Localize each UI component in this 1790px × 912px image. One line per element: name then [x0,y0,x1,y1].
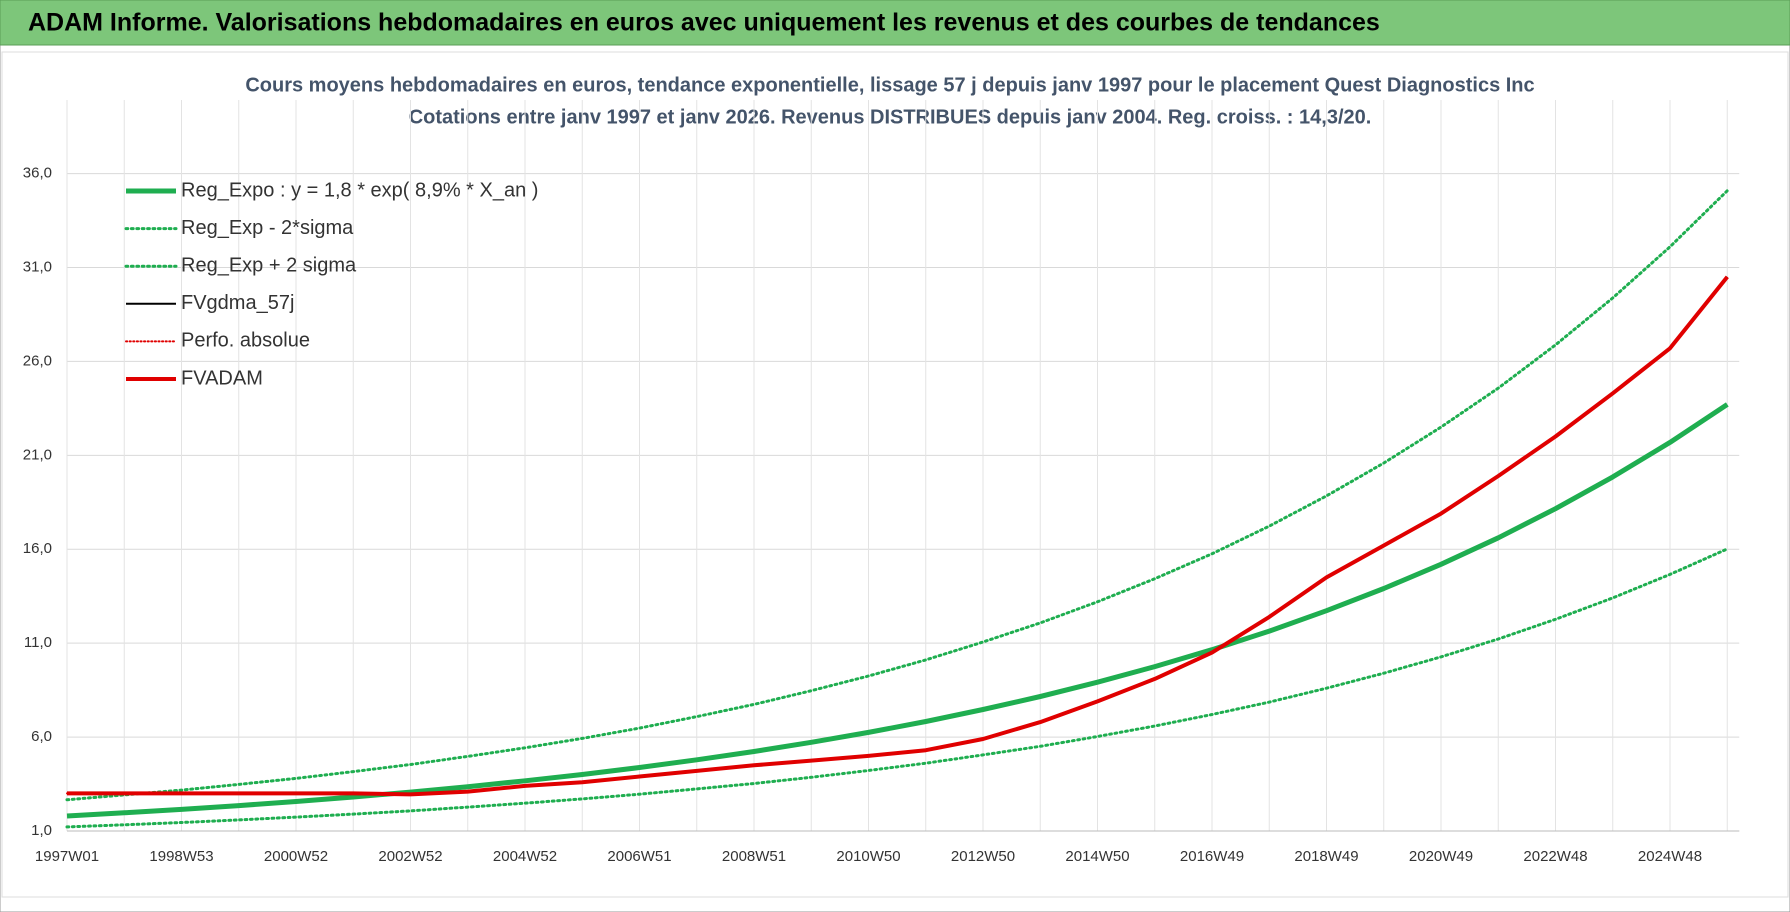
x-tick-label: 2008W51 [722,848,786,865]
legend-label: Reg_Exp - 2*sigma [181,217,354,239]
x-tick-label: 1998W53 [149,848,213,865]
y-tick-label: 21,0 [23,446,52,463]
x-tick-label: 2020W49 [1409,848,1473,865]
x-tick-label: 2012W50 [951,848,1015,865]
page-title: ADAM Informe. Valorisations hebdomadaire… [28,9,1380,37]
y-tick-label: 1,0 [31,822,52,839]
x-tick-label: 2010W50 [836,848,900,865]
y-tick-label: 31,0 [23,258,52,275]
legend-label: Reg_Expo : y = 1,8 * exp( 8,9% * X_an ) [181,179,538,201]
x-tick-label: 2022W48 [1523,848,1587,865]
x-tick-label: 2002W52 [378,848,442,865]
y-tick-label: 36,0 [23,165,52,182]
chart-frame [1,51,1789,898]
x-tick-label: 1997W01 [35,848,99,865]
x-tick-label: 2024W48 [1638,848,1702,865]
y-tick-label: 26,0 [23,352,52,369]
x-tick-label: 2014W50 [1065,848,1129,865]
series-line [67,275,1729,797]
series-line [66,402,1729,819]
legend-label: FVADAM [181,367,263,389]
x-tick-label: 2000W52 [264,848,328,865]
x-tick-label: 2018W49 [1294,848,1358,865]
title-bar [0,0,1790,46]
legend-label: Perfo. absolue [181,330,310,352]
series-line [65,189,1729,802]
series-line [65,547,1729,829]
y-tick-label: 11,0 [24,634,52,651]
x-tick-label: 2004W52 [493,848,557,865]
x-tick-label: 2016W49 [1180,848,1244,865]
legend-label: Reg_Exp + 2 sigma [181,254,357,276]
chart-subtitle: Cotations entre janv 1997 et janv 2026. … [409,106,1372,128]
x-tick-label: 2006W51 [607,848,671,865]
y-tick-label: 6,0 [31,728,52,745]
legend-label: FVgdma_57j [181,292,294,314]
chart-title: Cours moyens hebdomadaires en euros, ten… [245,74,1534,96]
y-tick-label: 16,0 [23,540,52,557]
